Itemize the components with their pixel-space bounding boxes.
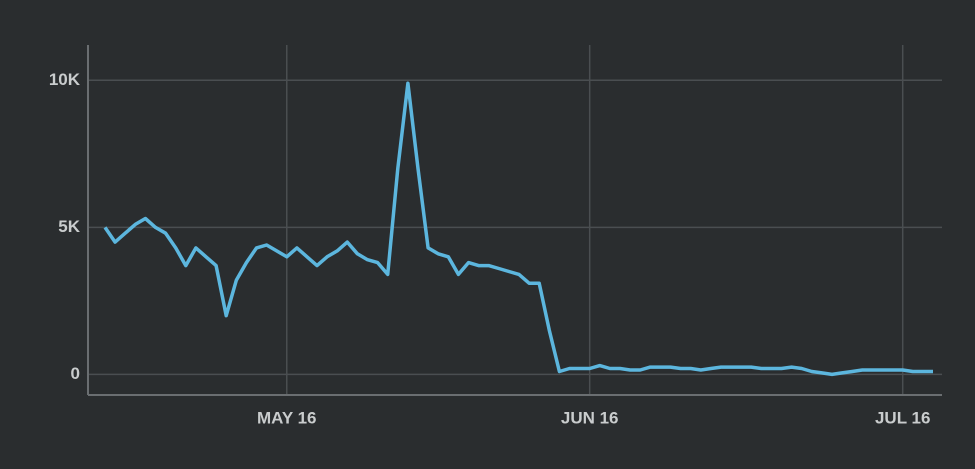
y-tick-label: 5K	[58, 217, 80, 236]
x-tick-label: JUL 16	[875, 408, 930, 427]
y-tick-label: 0	[71, 364, 80, 383]
data-line	[103, 81, 933, 377]
x-tick-label: MAY 16	[257, 408, 317, 427]
x-tick-label: JUN 16	[561, 408, 619, 427]
y-tick-label: 10K	[49, 70, 81, 89]
